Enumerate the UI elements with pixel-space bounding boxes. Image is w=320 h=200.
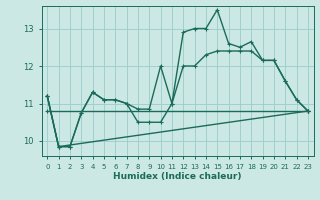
X-axis label: Humidex (Indice chaleur): Humidex (Indice chaleur) — [113, 172, 242, 181]
